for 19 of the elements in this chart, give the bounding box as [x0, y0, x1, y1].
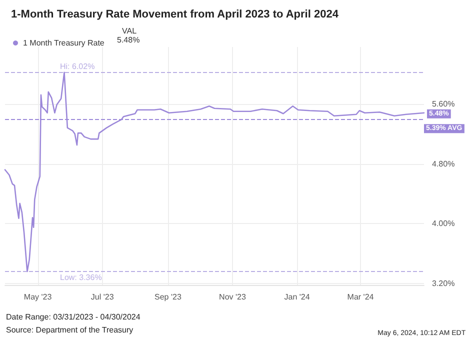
legend-title: VAL — [122, 26, 138, 36]
y-tick-label: 3.20% — [432, 279, 455, 288]
x-tick-label: Mar '24 — [347, 292, 374, 302]
x-tick-label: Sep '23 — [154, 292, 182, 302]
ref-line-label: Hi: 6.02% — [60, 62, 95, 71]
x-tick-label: Nov '23 — [219, 292, 246, 302]
legend-label: 1 Month Treasury Rate — [23, 38, 105, 48]
y-tick-label: 4.00% — [432, 219, 455, 228]
y-tick-label: 5.60% — [432, 99, 455, 108]
text: 5.48% — [117, 36, 140, 44]
text: Date Range: 03/31/2023 - 04/30/2024 — [6, 312, 141, 322]
y-tick-label: 4.80% — [432, 159, 455, 168]
source-note: Source: Department of the Treasury — [6, 326, 134, 334]
x-tick-label: Jul '23 — [90, 292, 114, 302]
x-tick-label: May '23 — [24, 292, 52, 302]
line-series — [4, 72, 425, 272]
ref-line-label: Low: 3.36% — [60, 273, 102, 282]
chart-title: 1-Month Treasury Rate Movement from April 2023 to April 2024 — [11, 8, 340, 20]
x-tick-label: Jan '24 — [284, 292, 310, 302]
